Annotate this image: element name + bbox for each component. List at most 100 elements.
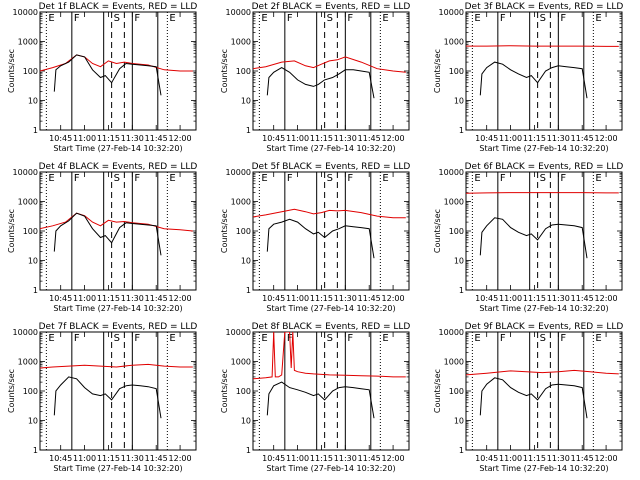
y-axis-label: Counts/sec	[7, 49, 16, 93]
panel-title: Det 8f BLACK = Events, RED = LLD	[252, 322, 411, 332]
x-tick-label: 11:15	[523, 134, 546, 143]
x-tick-label: 11:30	[334, 294, 357, 303]
marker-label: E	[261, 13, 267, 24]
y-tick-label: 10	[241, 97, 251, 106]
y-tick-label: 1	[246, 446, 251, 455]
x-tick-label: 12:00	[595, 454, 618, 463]
x-tick-label: 11:00	[499, 134, 522, 143]
x-tick-label: 12:00	[382, 294, 405, 303]
y-tick-label: 100	[449, 67, 464, 76]
x-tick-label: 11:30	[547, 134, 570, 143]
marker-label: F	[347, 333, 353, 344]
marker-label: S	[114, 173, 120, 184]
marker-label: S	[327, 333, 333, 344]
x-tick-label: 12:00	[595, 134, 618, 143]
series-line-black	[479, 377, 588, 419]
y-tick-label: 1000	[444, 358, 464, 367]
x-tick-label: 11:15	[523, 294, 546, 303]
marker-label: F	[500, 173, 506, 184]
panel-title: Det 2f BLACK = Events, RED = LLD	[252, 2, 411, 12]
marker-label: E	[474, 13, 480, 24]
y-tick-label: 10000	[226, 168, 251, 177]
y-tick-label: 10000	[13, 8, 38, 17]
y-tick-label: 10000	[439, 328, 464, 337]
x-tick-label: 11:15	[97, 454, 120, 463]
marker-label: S	[114, 13, 120, 24]
y-tick-label: 1	[246, 126, 251, 135]
x-tick-label: 12:00	[169, 134, 192, 143]
plot-frame	[252, 331, 410, 451]
marker-label: E	[382, 13, 388, 24]
y-axis-label: Counts/sec	[433, 369, 442, 413]
x-tick-label: 10:45	[49, 294, 72, 303]
y-tick-label: 100	[23, 227, 38, 236]
y-tick-label: 1	[33, 286, 38, 295]
x-tick-label: 11:15	[310, 134, 333, 143]
x-axis-label: Start Time (27-Feb-14 10:32:20)	[266, 144, 395, 153]
y-tick-label: 1	[459, 286, 464, 295]
panel-7: Det 7f BLACK = Events, RED = LLD 1 10 100 10…	[7, 322, 197, 473]
x-tick-label: 11:30	[121, 134, 144, 143]
y-axis-label: Counts/sec	[220, 209, 229, 253]
x-tick-label: 10:45	[262, 454, 285, 463]
y-tick-label: 10000	[226, 8, 251, 17]
series-line-black	[479, 61, 588, 99]
marker-label: F	[560, 13, 566, 24]
series-line-red	[253, 208, 406, 219]
x-tick-label: 11:45	[145, 454, 168, 463]
series-line-red	[40, 212, 193, 232]
x-tick-label: 11:30	[334, 134, 357, 143]
panel-8: Det 8f BLACK = Events, RED = LLD 1 10 100 10…	[220, 322, 410, 473]
marker-label: S	[327, 13, 333, 24]
series-line-red	[466, 192, 619, 194]
marker-label: S	[114, 333, 120, 344]
x-tick-label: 10:45	[475, 454, 498, 463]
x-tick-label: 11:30	[334, 454, 357, 463]
marker-label: E	[48, 173, 54, 184]
x-tick-label: 11:00	[286, 454, 309, 463]
y-tick-label: 100	[236, 387, 251, 396]
y-tick-label: 1	[33, 446, 38, 455]
x-axis-label: Start Time (27-Feb-14 10:32:20)	[266, 464, 395, 473]
marker-label: F	[134, 333, 140, 344]
y-axis-label: Counts/sec	[220, 369, 229, 413]
marker-label: F	[560, 333, 566, 344]
x-axis-label: Start Time (27-Feb-14 10:32:20)	[266, 304, 395, 313]
x-tick-label: 12:00	[169, 294, 192, 303]
series-line-red	[253, 332, 406, 380]
marker-label: S	[540, 173, 546, 184]
y-tick-label: 1000	[231, 38, 251, 47]
x-tick-label: 11:00	[286, 294, 309, 303]
x-tick-label: 11:15	[97, 134, 120, 143]
x-tick-label: 11:15	[310, 294, 333, 303]
marker-label: S	[540, 13, 546, 24]
series-line-black	[266, 67, 375, 99]
y-tick-label: 1000	[18, 198, 38, 207]
y-tick-label: 100	[449, 387, 464, 396]
y-tick-label: 10	[241, 257, 251, 266]
x-axis-label: Start Time (27-Feb-14 10:32:20)	[479, 304, 608, 313]
y-tick-label: 10	[454, 97, 464, 106]
x-axis-label: Start Time (27-Feb-14 10:32:20)	[53, 144, 182, 153]
y-tick-label: 10	[28, 417, 38, 426]
y-tick-label: 10	[454, 417, 464, 426]
y-axis-label: Counts/sec	[7, 369, 16, 413]
series-line-black	[479, 217, 588, 259]
x-tick-label: 12:00	[382, 134, 405, 143]
x-tick-label: 11:45	[571, 134, 594, 143]
marker-label: F	[134, 173, 140, 184]
y-tick-label: 100	[236, 67, 251, 76]
marker-label: E	[595, 173, 601, 184]
x-tick-label: 10:45	[262, 294, 285, 303]
panel-title: Det 9f BLACK = Events, RED = LLD	[465, 322, 624, 332]
x-tick-label: 10:45	[262, 134, 285, 143]
x-tick-label: 11:30	[121, 454, 144, 463]
marker-label: E	[48, 13, 54, 24]
y-tick-label: 10000	[13, 328, 38, 337]
x-tick-label: 11:15	[523, 454, 546, 463]
y-tick-label: 1	[246, 286, 251, 295]
x-tick-label: 10:45	[49, 454, 72, 463]
x-tick-label: 11:45	[571, 454, 594, 463]
x-tick-label: 11:45	[358, 294, 381, 303]
x-axis-label: Start Time (27-Feb-14 10:32:20)	[53, 464, 182, 473]
